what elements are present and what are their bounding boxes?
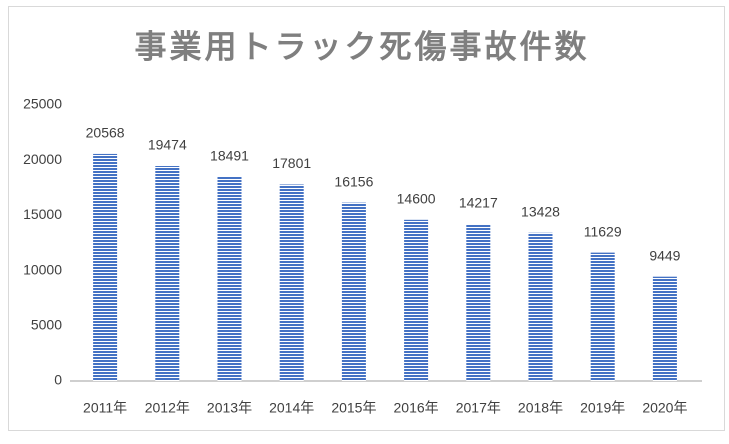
value-label: 19474 <box>148 137 187 153</box>
value-label: 20568 <box>86 125 125 141</box>
value-label: 18491 <box>210 148 249 164</box>
x-tick-label: 2019年 <box>580 400 625 416</box>
bar <box>528 232 553 381</box>
x-tick-label: 2014年 <box>269 400 314 416</box>
y-tick-label: 10000 <box>23 261 62 277</box>
bar <box>590 252 615 381</box>
value-label: 16156 <box>334 173 373 189</box>
x-tick-label: 2015年 <box>331 400 376 416</box>
y-tick-label: 25000 <box>23 96 62 112</box>
y-tick-label: 0 <box>54 372 62 388</box>
value-label: 11629 <box>584 223 622 239</box>
x-tick-label: 2017年 <box>456 400 501 416</box>
value-label: 14217 <box>459 195 498 211</box>
bar <box>217 176 242 381</box>
bar <box>652 276 677 381</box>
value-label: 17801 <box>272 155 311 171</box>
y-tick-label: 15000 <box>23 206 62 222</box>
bar <box>466 224 491 381</box>
y-tick-label: 5000 <box>31 317 62 333</box>
bar <box>279 184 304 381</box>
bar <box>404 219 429 381</box>
x-tick-label: 2012年 <box>145 400 190 416</box>
x-tick-label: 2020年 <box>642 400 687 416</box>
chart-title: 事業用トラック死傷事故件数 <box>134 28 589 64</box>
x-tick-label: 2016年 <box>394 400 439 416</box>
bar <box>155 166 180 381</box>
y-tick-label: 20000 <box>23 151 62 167</box>
bar <box>341 202 366 381</box>
value-label: 14600 <box>397 191 436 207</box>
x-tick-label: 2018年 <box>518 400 563 416</box>
x-tick-label: 2013年 <box>207 400 252 416</box>
value-label: 13428 <box>521 203 560 219</box>
bar <box>93 153 118 381</box>
x-tick-label: 2011年 <box>83 400 127 416</box>
value-label: 9449 <box>649 247 680 263</box>
